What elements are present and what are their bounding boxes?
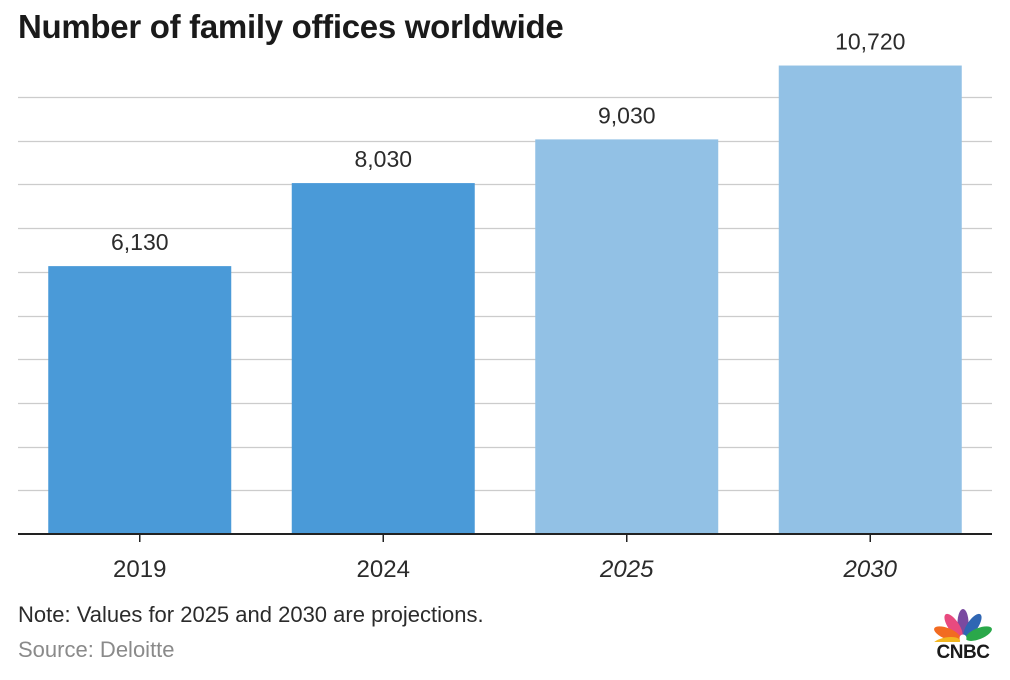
x-tick-label: 2025 <box>599 556 654 583</box>
bars <box>48 65 962 535</box>
chart-title: Number of family offices worldwide <box>18 8 564 45</box>
cnbc-logo-text: CNBC <box>936 642 990 663</box>
x-tick-label: 2024 <box>357 556 410 583</box>
value-labels: 6,130 8,030 9,030 10,720 <box>111 29 905 256</box>
bar-2024 <box>291 183 475 535</box>
chart-source: Source: Deloitte <box>18 637 175 662</box>
value-label: 6,130 <box>111 229 169 255</box>
value-label: 10,720 <box>835 29 905 55</box>
bar-chart: 6,130 8,030 9,030 10,720 2019 2024 2025 2030 <box>18 29 992 583</box>
chart-note: Note: Values for 2025 and 2030 are proje… <box>18 602 484 627</box>
nbc-peacock-icon <box>932 609 992 649</box>
cnbc-logo: CNBC <box>930 606 996 663</box>
bar-2030 <box>778 65 962 534</box>
x-tick-label: 2030 <box>843 556 898 583</box>
x-tick-label: 2019 <box>113 556 166 583</box>
bar-2019 <box>48 266 232 534</box>
value-label: 9,030 <box>598 102 656 128</box>
value-label: 8,030 <box>354 146 412 172</box>
x-axis: 2019 2024 2025 2030 <box>18 533 992 583</box>
bar-2025 <box>535 139 719 534</box>
